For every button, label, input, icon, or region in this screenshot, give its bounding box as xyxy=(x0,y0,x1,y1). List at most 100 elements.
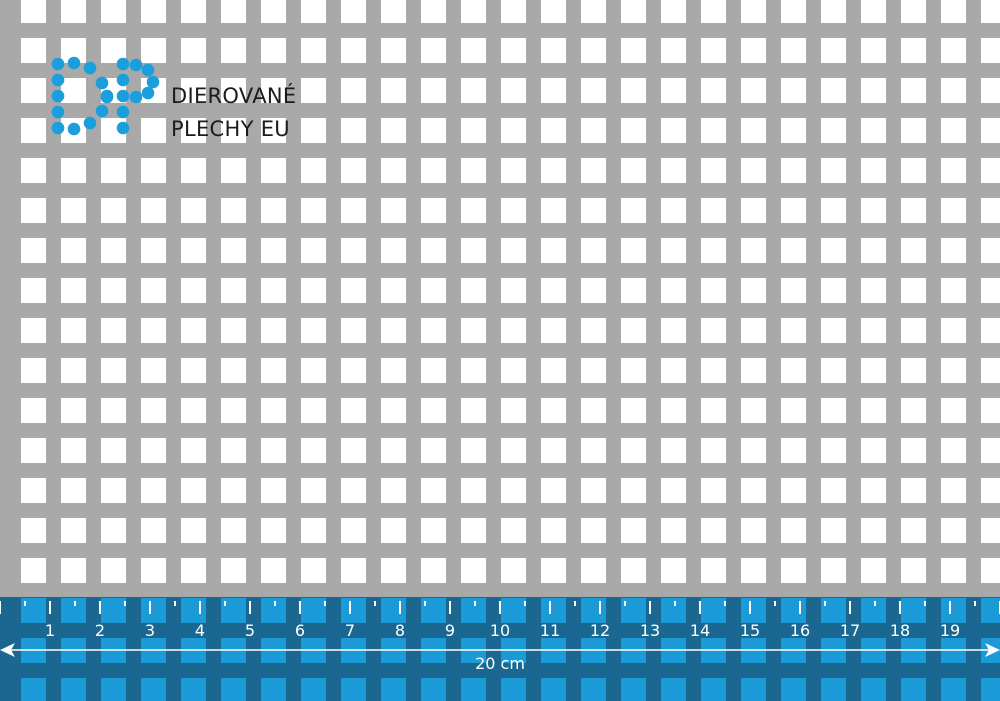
hole xyxy=(181,238,206,263)
hole xyxy=(781,518,806,543)
ruler-hole xyxy=(941,678,966,701)
hole xyxy=(421,38,446,63)
hole xyxy=(261,318,286,343)
hole xyxy=(901,318,926,343)
hole xyxy=(621,518,646,543)
hole xyxy=(381,558,406,583)
hole xyxy=(21,0,46,23)
hole xyxy=(341,78,366,103)
ruler-hole xyxy=(661,678,686,701)
hole xyxy=(181,78,206,103)
hole xyxy=(181,558,206,583)
hole xyxy=(701,358,726,383)
hole xyxy=(861,558,886,583)
hole xyxy=(701,558,726,583)
ruler-label-9: 9 xyxy=(444,621,456,640)
hole xyxy=(461,518,486,543)
ruler-hole xyxy=(461,678,486,701)
hole xyxy=(61,158,86,183)
ruler-hole xyxy=(61,598,86,623)
hole xyxy=(541,198,566,223)
hole xyxy=(541,518,566,543)
hole xyxy=(301,318,326,343)
hole xyxy=(581,398,606,423)
hole xyxy=(941,158,966,183)
hole xyxy=(381,318,406,343)
hole xyxy=(101,478,126,503)
hole xyxy=(821,558,846,583)
logo-dot xyxy=(51,105,65,119)
logo-dot xyxy=(116,121,130,135)
hole xyxy=(261,38,286,63)
hole xyxy=(61,78,86,103)
hole xyxy=(421,518,446,543)
hole xyxy=(221,398,246,423)
ruler-hole xyxy=(101,598,126,623)
hole xyxy=(61,358,86,383)
hole xyxy=(221,118,246,143)
hole xyxy=(421,278,446,303)
hole xyxy=(701,118,726,143)
ruler-hole xyxy=(461,598,486,623)
hole xyxy=(781,478,806,503)
hole xyxy=(941,78,966,103)
hole xyxy=(501,0,526,23)
hole xyxy=(221,278,246,303)
logo-dot xyxy=(146,75,160,89)
hole xyxy=(861,78,886,103)
ruler-hole xyxy=(581,598,606,623)
hole xyxy=(661,158,686,183)
ruler-hole xyxy=(901,678,926,701)
hole xyxy=(741,38,766,63)
logo-dot xyxy=(95,76,109,90)
hole xyxy=(781,198,806,223)
hole xyxy=(581,318,606,343)
hole xyxy=(741,558,766,583)
hole xyxy=(581,438,606,463)
hole xyxy=(861,238,886,263)
hole xyxy=(461,0,486,23)
hole xyxy=(581,518,606,543)
hole xyxy=(661,238,686,263)
hole xyxy=(501,438,526,463)
hole xyxy=(581,478,606,503)
ruler-hole xyxy=(181,598,206,623)
hole xyxy=(461,78,486,103)
hole xyxy=(821,278,846,303)
hole xyxy=(941,278,966,303)
hole xyxy=(421,398,446,423)
hole xyxy=(581,358,606,383)
hole xyxy=(821,238,846,263)
hole xyxy=(141,318,166,343)
hole xyxy=(101,158,126,183)
hole xyxy=(501,118,526,143)
hole xyxy=(341,158,366,183)
hole xyxy=(581,558,606,583)
hole xyxy=(541,358,566,383)
hole xyxy=(581,38,606,63)
hole xyxy=(781,278,806,303)
hole xyxy=(61,438,86,463)
hole xyxy=(981,278,1000,303)
hole xyxy=(821,198,846,223)
hole xyxy=(981,158,1000,183)
hole xyxy=(861,158,886,183)
hole xyxy=(821,518,846,543)
hole xyxy=(701,78,726,103)
hole xyxy=(461,398,486,423)
hole xyxy=(861,358,886,383)
logo-dot xyxy=(116,105,130,119)
logo-dot xyxy=(129,58,143,72)
hole xyxy=(21,118,46,143)
hole xyxy=(981,438,1000,463)
hole xyxy=(101,398,126,423)
hole xyxy=(461,278,486,303)
logo-dot xyxy=(51,73,65,87)
hole xyxy=(421,358,446,383)
hole xyxy=(941,398,966,423)
hole xyxy=(301,358,326,383)
ruler-hole xyxy=(861,598,886,623)
hole xyxy=(21,358,46,383)
hole xyxy=(981,78,1000,103)
hole xyxy=(501,278,526,303)
